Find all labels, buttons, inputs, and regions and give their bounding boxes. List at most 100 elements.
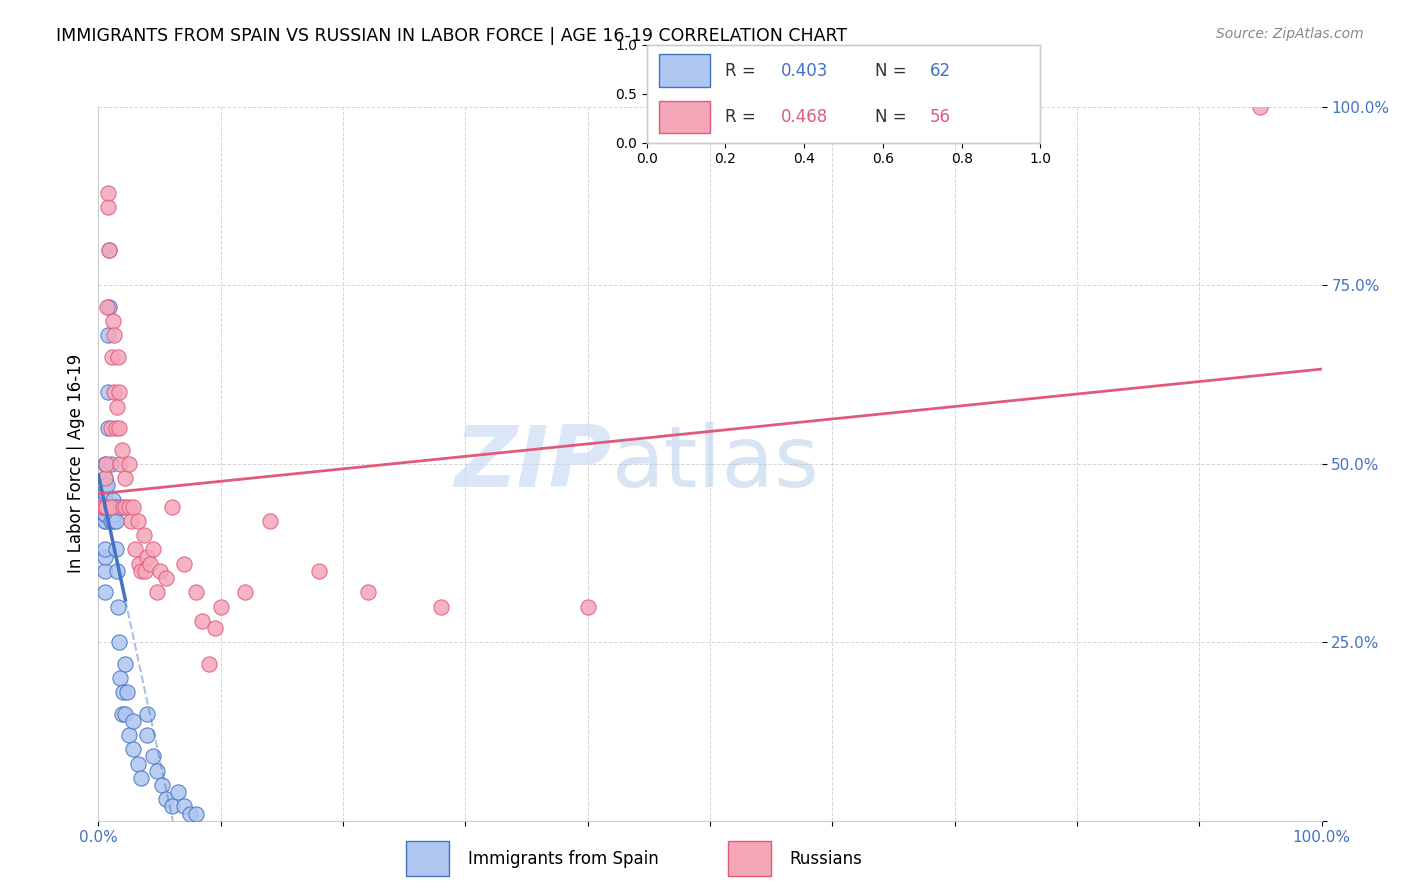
Point bbox=[100, 514, 122, 528]
Point bbox=[93, 485, 115, 500]
Point bbox=[128, 557, 150, 571]
Point bbox=[101, 314, 124, 328]
Point bbox=[114, 706, 136, 721]
Point bbox=[93, 500, 115, 514]
Text: R =: R = bbox=[725, 108, 762, 126]
Point bbox=[114, 657, 136, 671]
Point bbox=[173, 799, 195, 814]
Point bbox=[121, 714, 143, 728]
Text: Immigrants from Spain: Immigrants from Spain bbox=[468, 849, 658, 868]
Point bbox=[105, 564, 128, 578]
Point bbox=[121, 742, 143, 756]
Point bbox=[118, 728, 141, 742]
Point bbox=[93, 542, 115, 557]
Point bbox=[94, 500, 117, 514]
Point bbox=[111, 706, 134, 721]
Text: Russians: Russians bbox=[790, 849, 862, 868]
Point bbox=[127, 514, 149, 528]
Point bbox=[115, 685, 138, 699]
Point bbox=[93, 514, 115, 528]
Point bbox=[114, 500, 136, 514]
Text: 0.403: 0.403 bbox=[780, 62, 828, 80]
Point bbox=[91, 500, 114, 514]
Point bbox=[108, 385, 131, 400]
Point bbox=[93, 500, 115, 514]
Point bbox=[97, 200, 120, 214]
Point bbox=[94, 457, 117, 471]
Point bbox=[430, 599, 453, 614]
Point bbox=[142, 542, 165, 557]
Point bbox=[100, 421, 122, 435]
Point bbox=[97, 385, 120, 400]
Point bbox=[101, 514, 124, 528]
Point bbox=[101, 350, 124, 364]
Point bbox=[104, 421, 127, 435]
Point bbox=[93, 507, 115, 521]
Text: 62: 62 bbox=[931, 62, 952, 80]
Point bbox=[104, 514, 127, 528]
Point bbox=[101, 492, 124, 507]
Point bbox=[98, 243, 121, 257]
Point bbox=[98, 300, 121, 314]
Text: atlas: atlas bbox=[612, 422, 820, 506]
Point bbox=[97, 421, 120, 435]
Point bbox=[146, 585, 169, 599]
Point bbox=[104, 542, 127, 557]
Point bbox=[93, 492, 115, 507]
Point bbox=[93, 585, 115, 599]
Point bbox=[136, 706, 159, 721]
Point bbox=[142, 749, 165, 764]
Point bbox=[129, 564, 152, 578]
Point bbox=[111, 685, 134, 699]
Point bbox=[93, 514, 115, 528]
Point bbox=[209, 599, 232, 614]
Point bbox=[103, 507, 125, 521]
Point bbox=[96, 500, 118, 514]
Point bbox=[186, 806, 208, 821]
Point bbox=[127, 756, 149, 771]
Point bbox=[356, 585, 378, 599]
Point bbox=[576, 599, 599, 614]
Point bbox=[97, 186, 120, 200]
Text: ZIP: ZIP bbox=[454, 422, 612, 506]
Point bbox=[111, 442, 134, 457]
Point bbox=[96, 478, 118, 492]
Point bbox=[105, 400, 128, 414]
Point bbox=[98, 243, 121, 257]
Point bbox=[167, 785, 190, 799]
Point bbox=[134, 564, 156, 578]
FancyBboxPatch shape bbox=[728, 841, 770, 876]
Point bbox=[93, 500, 115, 514]
Point bbox=[146, 764, 169, 778]
Text: R =: R = bbox=[725, 62, 762, 80]
Point bbox=[93, 500, 115, 514]
Point bbox=[191, 614, 214, 628]
Point bbox=[155, 571, 177, 585]
Point bbox=[1249, 100, 1271, 114]
Text: N =: N = bbox=[875, 62, 912, 80]
Point bbox=[107, 500, 129, 514]
Point bbox=[100, 500, 122, 514]
Point bbox=[93, 492, 115, 507]
Text: IMMIGRANTS FROM SPAIN VS RUSSIAN IN LABOR FORCE | AGE 16-19 CORRELATION CHART: IMMIGRANTS FROM SPAIN VS RUSSIAN IN LABO… bbox=[56, 27, 848, 45]
Point bbox=[93, 492, 115, 507]
Point bbox=[107, 599, 129, 614]
Point bbox=[93, 564, 115, 578]
FancyBboxPatch shape bbox=[406, 841, 450, 876]
Y-axis label: In Labor Force | Age 16-19: In Labor Force | Age 16-19 bbox=[66, 354, 84, 574]
Text: Source: ZipAtlas.com: Source: ZipAtlas.com bbox=[1216, 27, 1364, 41]
Point bbox=[97, 328, 120, 343]
Point bbox=[155, 792, 177, 806]
Point bbox=[124, 542, 146, 557]
Point bbox=[118, 457, 141, 471]
Point bbox=[111, 500, 134, 514]
Point bbox=[259, 514, 281, 528]
Text: N =: N = bbox=[875, 108, 912, 126]
Point bbox=[139, 557, 162, 571]
Point bbox=[150, 778, 173, 792]
FancyBboxPatch shape bbox=[658, 54, 710, 87]
Point bbox=[233, 585, 256, 599]
Point bbox=[108, 635, 131, 649]
Point bbox=[197, 657, 219, 671]
Point bbox=[107, 350, 129, 364]
